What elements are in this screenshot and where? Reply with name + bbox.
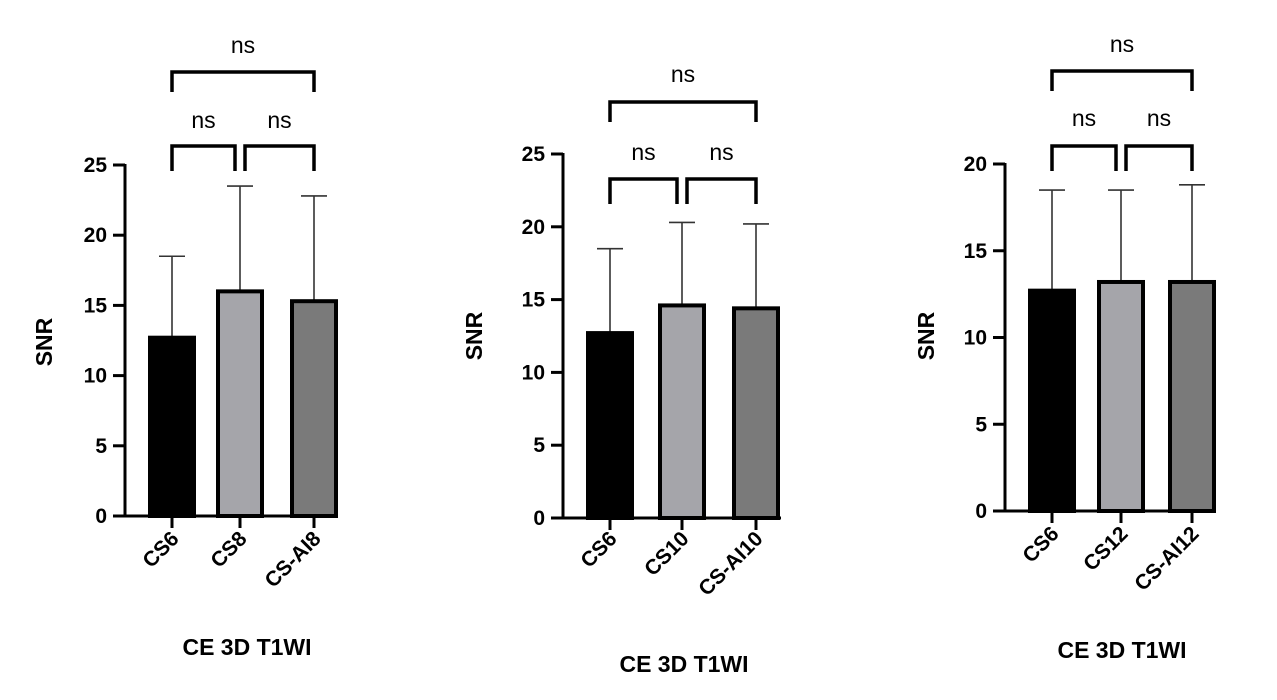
significance-bracket: [243, 144, 316, 171]
x-axis-title: CE 3D T1WI: [182, 634, 311, 660]
significance-bracket: [685, 177, 758, 204]
significance-label: ns: [1147, 105, 1171, 131]
significance-bracket: [608, 100, 758, 122]
significance-bracket: [1124, 144, 1194, 171]
bar-cs6: [1028, 288, 1076, 513]
y-axis-title: SNR: [31, 317, 57, 366]
significance-bracket: [1050, 69, 1194, 91]
y-tick-label: 20: [964, 153, 987, 176]
y-tick-label: 15: [84, 294, 108, 317]
significance-bracket: [1050, 144, 1118, 171]
x-tick-label-cs6: CS6: [138, 527, 183, 572]
x-axis-title: CE 3D T1WI: [1057, 637, 1186, 663]
y-tick-label: 20: [84, 224, 107, 247]
bar-cs10: [658, 303, 706, 521]
y-tick-label: 15: [522, 289, 546, 312]
bar-cs-ai8: [290, 299, 338, 518]
significance-label: ns: [1110, 31, 1134, 57]
y-tick-label: 0: [533, 507, 545, 530]
significance-label: ns: [231, 32, 255, 58]
bar-cs6: [148, 335, 196, 518]
significance-label: ns: [191, 107, 215, 133]
y-tick-label: 15: [964, 240, 988, 263]
x-axis-title: CE 3D T1WI: [619, 651, 748, 677]
significance-label: ns: [1072, 105, 1096, 131]
chart-2: 0 5 10 15 20 25 CS6 CS10 CS-AI10 SNR CE 3D T1WI ns n…: [461, 61, 781, 677]
x-tick-label-cs6: CS6: [576, 527, 621, 572]
bar-cs6: [586, 331, 634, 521]
bar-cs8: [216, 289, 264, 518]
y-tick-label: 5: [533, 434, 545, 457]
bar-cs-ai10: [732, 306, 780, 520]
significance-label: ns: [267, 107, 291, 133]
y-tick-label: 25: [84, 154, 108, 177]
y-tick-label: 10: [84, 365, 107, 388]
x-tick-label-cs6: CS6: [1018, 522, 1063, 567]
y-tick-label: 20: [522, 216, 545, 239]
x-tick-label-cs-ai8: CS-AI8: [261, 527, 326, 592]
y-tick-label: 25: [522, 143, 546, 166]
significance-label: ns: [671, 61, 695, 87]
y-tick-label: 0: [95, 505, 107, 528]
y-tick-label: 10: [964, 327, 987, 350]
bar-cs-ai12: [1168, 279, 1216, 514]
y-tick-label: 5: [975, 413, 987, 436]
x-tick-label-cs8: CS8: [206, 527, 251, 572]
significance-label: ns: [631, 139, 655, 165]
x-tick-label-cs-ai12: CS-AI12: [1130, 522, 1203, 595]
y-tick-label: 10: [522, 361, 545, 384]
x-tick-label-cs10: CS10: [640, 527, 693, 580]
significance-bracket: [170, 70, 316, 92]
y-axis-title: SNR: [461, 311, 487, 360]
y-axis-title: SNR: [913, 311, 939, 360]
significance-bracket: [170, 144, 237, 171]
y-tick-label: 0: [975, 500, 987, 523]
significance-label: ns: [709, 139, 733, 165]
significance-bracket: [608, 177, 679, 204]
y-tick-label: 5: [95, 435, 107, 458]
x-tick-label-cs-ai10: CS-AI10: [694, 527, 767, 600]
bar-cs12: [1097, 279, 1145, 514]
x-tick-label-cs12: CS12: [1079, 522, 1132, 575]
chart-1: 0 5 10 15 20 25 CS6 CS8 CS-AI8 SNR CE 3D T1WI ns ns n…: [31, 32, 338, 660]
